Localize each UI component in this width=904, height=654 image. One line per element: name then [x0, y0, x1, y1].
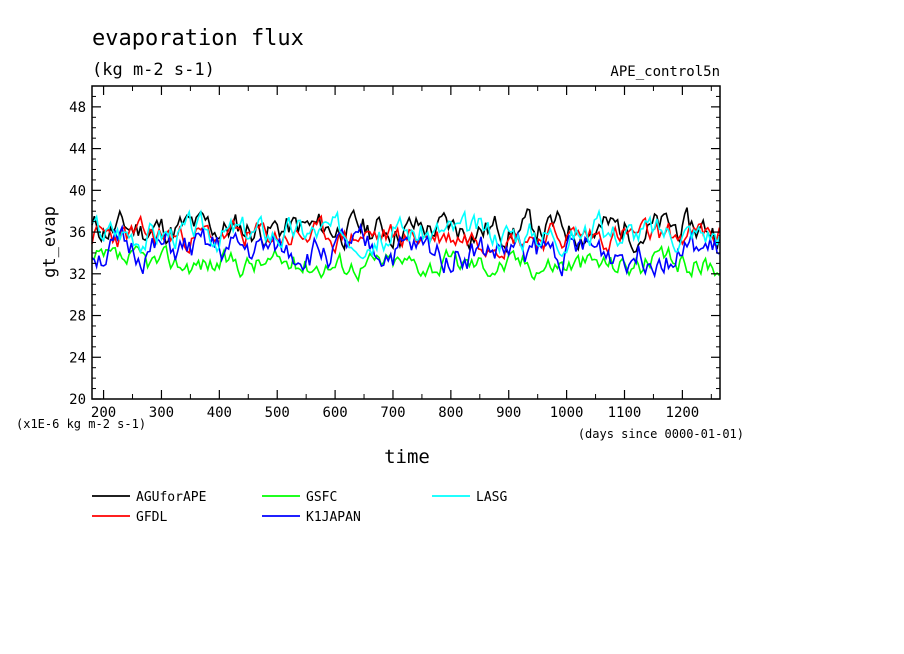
series-line-aguforape [91, 207, 721, 254]
legend-label-gfdl: GFDL [136, 510, 167, 525]
y-tick-label: 40 [69, 183, 86, 199]
x-tick-label: 500 [265, 405, 290, 421]
legend-label-aguforape: AGUforAPE [136, 490, 206, 505]
y-tick-label: 44 [69, 142, 86, 158]
series-line-k1japan [91, 222, 720, 279]
x-tick-label: 800 [438, 405, 463, 421]
x-tick-label: 1200 [666, 405, 700, 421]
x-tick-label: 1000 [550, 405, 584, 421]
legend-label-gsfc: GSFC [306, 490, 337, 505]
series-line-gfdl [91, 214, 721, 261]
y-tick-label: 36 [69, 225, 86, 241]
y-tick-label: 24 [69, 350, 86, 366]
legend-label-lasg: LASG [476, 490, 507, 505]
legend: AGUforAPE GFDL GSFC K1JAPAN LASG [92, 490, 507, 525]
x-axis-label: time [384, 446, 430, 468]
x-tick-label: 900 [496, 405, 521, 421]
x-tick-label: 400 [207, 405, 232, 421]
x-tick-label: 1100 [608, 405, 642, 421]
x-tick-label: 300 [149, 405, 174, 421]
y-axis-label: gt_evap [40, 206, 60, 278]
x-tick-label: 200 [91, 405, 116, 421]
x-units-note: (days since 0000-01-01) [578, 427, 744, 441]
axes: 200 300 400 500 600 700 800 900 1000 1100 1200 20 24… [69, 85, 721, 421]
series-line-gsfc [91, 244, 720, 283]
x-tick-label: 600 [322, 405, 347, 421]
experiment-label: APE_control5n [610, 64, 720, 80]
y-tick-label: 32 [69, 267, 86, 283]
chart-subtitle: (kg m-2 s-1) [92, 60, 215, 80]
y-tick-label: 28 [69, 309, 86, 325]
series-lines [91, 207, 721, 283]
y-tick-label: 20 [69, 392, 86, 408]
x-tick-label: 700 [380, 405, 405, 421]
chart-title: evaporation flux [92, 26, 304, 51]
y-scale-note: (x1E-6 kg m-2 s-1) [16, 417, 146, 431]
y-tick-label: 48 [69, 100, 86, 116]
legend-label-k1japan: K1JAPAN [306, 510, 361, 525]
series-line-lasg [91, 208, 721, 260]
